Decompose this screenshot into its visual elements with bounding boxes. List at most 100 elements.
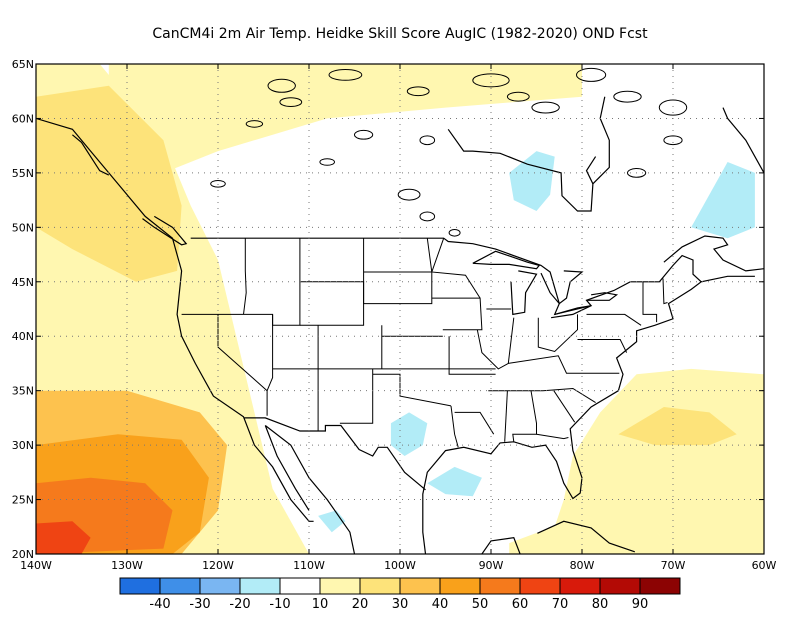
colorbar-swatch: [319, 577, 361, 595]
coastline-us-mexico-border: [244, 417, 426, 491]
colorbar-label: 30: [392, 597, 409, 612]
state-border: [577, 339, 628, 353]
coastline-great-lakes-huron: [540, 270, 584, 305]
colorbar-label: 20: [352, 597, 369, 612]
colorbar-swatch: [479, 577, 521, 595]
colorbar-swatch: [279, 577, 321, 595]
lat-tick-label: 30N: [12, 439, 34, 452]
coastline-labrador-coast: [722, 107, 764, 174]
lake-or-island-outline: [627, 167, 647, 178]
colorbar-swatch: [599, 577, 641, 595]
lake-or-island-outline: [267, 78, 296, 93]
lake-or-island-outline: [448, 228, 461, 237]
state-border: [217, 314, 268, 416]
state-border: [381, 325, 443, 369]
lake-or-island-outline: [319, 158, 336, 166]
state-border: [536, 433, 569, 440]
lake-or-island-outline: [406, 86, 430, 97]
lake-or-island-outline: [397, 188, 421, 201]
state-border: [586, 313, 642, 326]
coastline-us-canada-border: [190, 237, 702, 316]
lake-or-island-outline: [245, 120, 264, 128]
state-border: [266, 314, 274, 391]
lon-tick-label: 60W: [752, 559, 777, 572]
state-border: [642, 281, 658, 323]
lat-lon-grid: [36, 64, 764, 554]
colorbar-label: 40: [432, 597, 449, 612]
lon-tick-label: 70W: [661, 559, 686, 572]
coastline-great-lakes-michigan: [510, 270, 538, 316]
coastline-james-bay-east: [585, 156, 597, 185]
lat-tick-label: 55N: [12, 167, 34, 180]
lat-tick-label: 45N: [12, 276, 34, 289]
state-border: [372, 373, 452, 407]
colorbar-swatch: [239, 577, 281, 595]
coastline-hudson-bay: [447, 96, 610, 212]
coastline-newfoundland: [769, 211, 800, 263]
colorbar-label: 50: [472, 597, 489, 612]
lat-tick-label: 65N: [12, 58, 34, 71]
coastline-yucatan: [481, 537, 521, 554]
colorbar-label: -20: [229, 597, 250, 612]
lake-or-island-outline: [613, 90, 642, 103]
state-border: [454, 411, 495, 435]
state-border: [662, 278, 668, 305]
lake-or-island-outline: [328, 68, 363, 81]
coastline-vancouver-island: [142, 215, 188, 246]
map-title: CanCM4i 2m Air Temp. Heidke Skill Score …: [152, 26, 648, 42]
lake-or-island-outline: [279, 97, 303, 108]
lat-tick-label: 25N: [12, 494, 34, 507]
coastline-baja-east: [264, 425, 310, 511]
colorbar-label: 80: [592, 597, 609, 612]
skill-region-caribbean: [509, 515, 764, 554]
lon-tick-label: 130W: [111, 559, 143, 572]
coastlines-and-borders: [36, 67, 800, 554]
colorbar-swatch: [639, 577, 681, 595]
colorbar-label: 70: [552, 597, 569, 612]
skill-score-field: [36, 64, 764, 554]
lat-tick-label: 20N: [12, 548, 34, 561]
colorbar-swatch: [199, 577, 241, 595]
lon-tick-label: 100W: [384, 559, 416, 572]
lake-or-island-outline: [531, 101, 560, 114]
lat-tick-label: 40N: [12, 330, 34, 343]
colorbar-swatch: [439, 577, 481, 595]
lake-or-island-outline: [506, 91, 530, 102]
colorbar-swatch: [559, 577, 601, 595]
skill-region-sargasso-sea: [618, 407, 737, 446]
state-border: [431, 297, 483, 331]
lake-or-island-outline: [354, 129, 374, 140]
state-border: [363, 238, 433, 305]
skill-region-northern-canada-patches: [108, 64, 583, 173]
colorbar-label: 10: [312, 597, 329, 612]
lat-tick-label: 60N: [12, 112, 34, 125]
lon-tick-label: 80W: [570, 559, 595, 572]
colorbar-label: 60: [512, 597, 529, 612]
state-border: [450, 405, 459, 448]
lake-or-island-outline: [663, 135, 683, 146]
state-border: [508, 355, 620, 374]
coastline-mexico-west: [264, 425, 356, 554]
colorbar-label: -30: [189, 597, 210, 612]
coastline-cuba: [537, 520, 635, 553]
state-border: [504, 390, 508, 442]
colorbar-swatch: [359, 577, 401, 595]
lon-tick-label: 90W: [479, 559, 504, 572]
skill-region-labrador: [691, 162, 755, 239]
lat-tick-label: 50N: [12, 221, 34, 234]
state-border: [431, 238, 481, 299]
colorbar-swatch: [399, 577, 441, 595]
state-border: [553, 390, 576, 423]
lon-tick-label: 120W: [202, 559, 234, 572]
colorbar-swatch: [519, 577, 561, 595]
skill-region-hudson-bay: [509, 151, 555, 211]
coastline-great-lakes-ontario: [586, 292, 619, 301]
colorbar-label: 90: [632, 597, 649, 612]
lake-or-island-outline: [472, 73, 510, 88]
lon-tick-label: 110W: [293, 559, 325, 572]
state-border: [339, 368, 374, 424]
lake-or-island-outline: [658, 99, 688, 116]
colorbar: -40 -30 -20 -10 10 20 30 40 50 60 70 80 90: [119, 577, 681, 612]
colorbar-swatch: [159, 577, 201, 595]
